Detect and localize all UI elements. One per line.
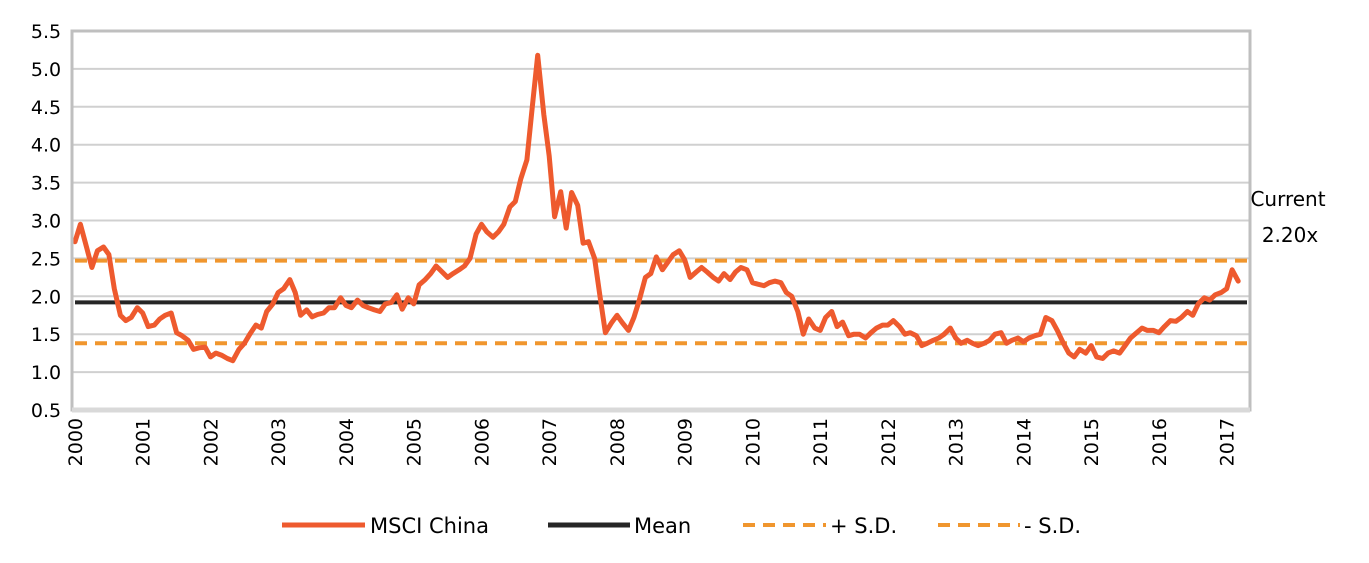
y-tick-label: 5.0 [31,59,61,81]
x-tick-label: 2007 [539,418,561,466]
reference-lines [75,258,1247,346]
x-tick-label: 2017 [1217,418,1239,466]
x-tick-label: 2014 [1013,418,1035,466]
legend-label-minus-sd: - S.D. [1024,514,1081,538]
y-tick-label: 1.0 [31,362,61,384]
y-tick-label: 2.5 [31,248,61,270]
x-tick-label: 2003 [268,418,290,466]
legend: MSCI China Mean + S.D. - S.D. [282,514,1081,538]
x-tick-label: 2005 [404,418,426,466]
y-tick-label: 1.5 [31,324,61,346]
x-tick-label: 2010 [742,418,764,466]
x-tick-label: 2009 [675,418,697,466]
legend-label-mean: Mean [634,514,691,538]
y-tick-label: 2.0 [31,286,61,308]
y-axis-ticks: 0.5 1.0 1.5 2.0 2.5 3.0 3.5 4.0 4.5 5.0 5.5 [31,21,61,422]
x-tick-label: 2001 [133,418,155,466]
msci-china-line [72,52,1241,364]
x-tick-label: 2002 [200,418,222,466]
x-tick-label: 2000 [65,418,87,466]
x-tick-label: 2016 [1149,418,1171,466]
y-tick-label: 3.0 [31,211,61,233]
x-tick-label: 2008 [607,418,629,466]
current-label: Current [1250,187,1325,211]
x-tick-label: 2015 [1081,418,1103,466]
y-tick-label: 0.5 [31,400,61,422]
y-tick-label: 3.5 [31,173,61,195]
current-value-label: 2.20x [1262,223,1319,247]
x-tick-label: 2006 [471,418,493,466]
legend-label-plus-sd: + S.D. [830,514,897,538]
plot-frame [70,29,1252,413]
x-tick-label: 2011 [810,418,832,466]
y-tick-label: 4.0 [31,135,61,157]
x-tick-label: 2013 [946,418,968,466]
y-tick-label: 4.5 [31,97,61,119]
x-axis-ticks: 2000 2001 2002 2003 2004 2005 2006 2007 2008 2009… [65,418,1239,466]
x-tick-label: 2004 [336,418,358,466]
legend-label-msci: MSCI China [370,514,489,538]
x-tick-label: 2012 [878,418,900,466]
gridlines [72,30,1250,374]
y-tick-label: 5.5 [31,21,61,43]
series-layer [72,52,1241,364]
